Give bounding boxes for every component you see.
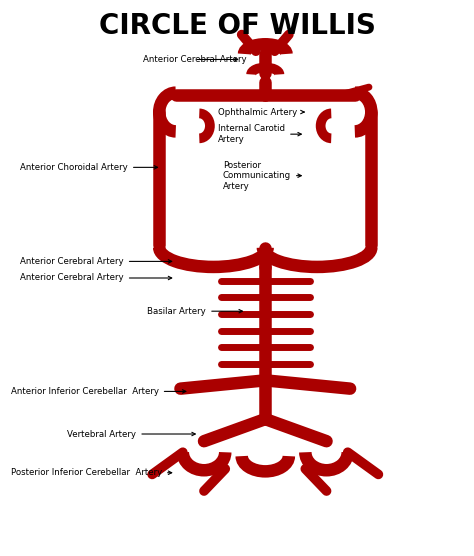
Text: Anterior Cerebral Artery: Anterior Cerebral Artery xyxy=(143,55,246,64)
Text: Ophthalmic Artery: Ophthalmic Artery xyxy=(218,107,304,117)
Text: Internal Carotid
Artery: Internal Carotid Artery xyxy=(218,125,301,144)
Text: Posterior
Communicating
Artery: Posterior Communicating Artery xyxy=(223,161,301,191)
Text: Anterior Choroidal Artery: Anterior Choroidal Artery xyxy=(20,163,157,172)
Text: Basilar Artery: Basilar Artery xyxy=(147,307,242,316)
Text: Anterior Cerebral Artery: Anterior Cerebral Artery xyxy=(20,274,172,282)
Text: Anterior Inferior Cerebellar  Artery: Anterior Inferior Cerebellar Artery xyxy=(11,387,186,396)
Text: Posterior Inferior Cerebellar  Artery: Posterior Inferior Cerebellar Artery xyxy=(11,468,172,477)
Text: CIRCLE OF WILLIS: CIRCLE OF WILLIS xyxy=(99,12,375,40)
Text: Anterior Cerebral Artery: Anterior Cerebral Artery xyxy=(20,257,172,266)
Text: Vertebral Artery: Vertebral Artery xyxy=(67,429,195,439)
